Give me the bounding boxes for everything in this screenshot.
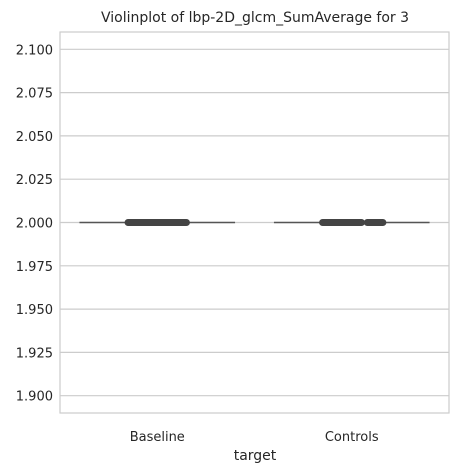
x-axis-label: target [234, 448, 277, 464]
y-tick-label: 2.025 [16, 173, 53, 188]
y-tick-label: 1.925 [16, 346, 53, 361]
chart-title: Violinplot of lbp-2D_glcm_SumAverage for… [101, 10, 409, 26]
y-tick-label: 1.950 [16, 303, 53, 318]
y-tick-label: 2.000 [16, 217, 53, 232]
y-tick-label: 2.050 [16, 130, 53, 145]
x-axis-ticks: Baseline Controls [130, 430, 379, 445]
y-tick-label: 1.975 [16, 260, 53, 275]
y-tick-label: 2.075 [16, 87, 53, 102]
y-tick-label: 2.100 [16, 43, 53, 58]
plot-frame [59, 31, 450, 414]
y-tick-label: 1.900 [16, 390, 53, 405]
x-tick-label: Controls [325, 430, 379, 445]
x-tick-label: Baseline [130, 430, 185, 445]
y-axis-ticks: 1.900 1.925 1.950 1.975 2.000 2.025 2.050 2.075… [16, 43, 53, 404]
